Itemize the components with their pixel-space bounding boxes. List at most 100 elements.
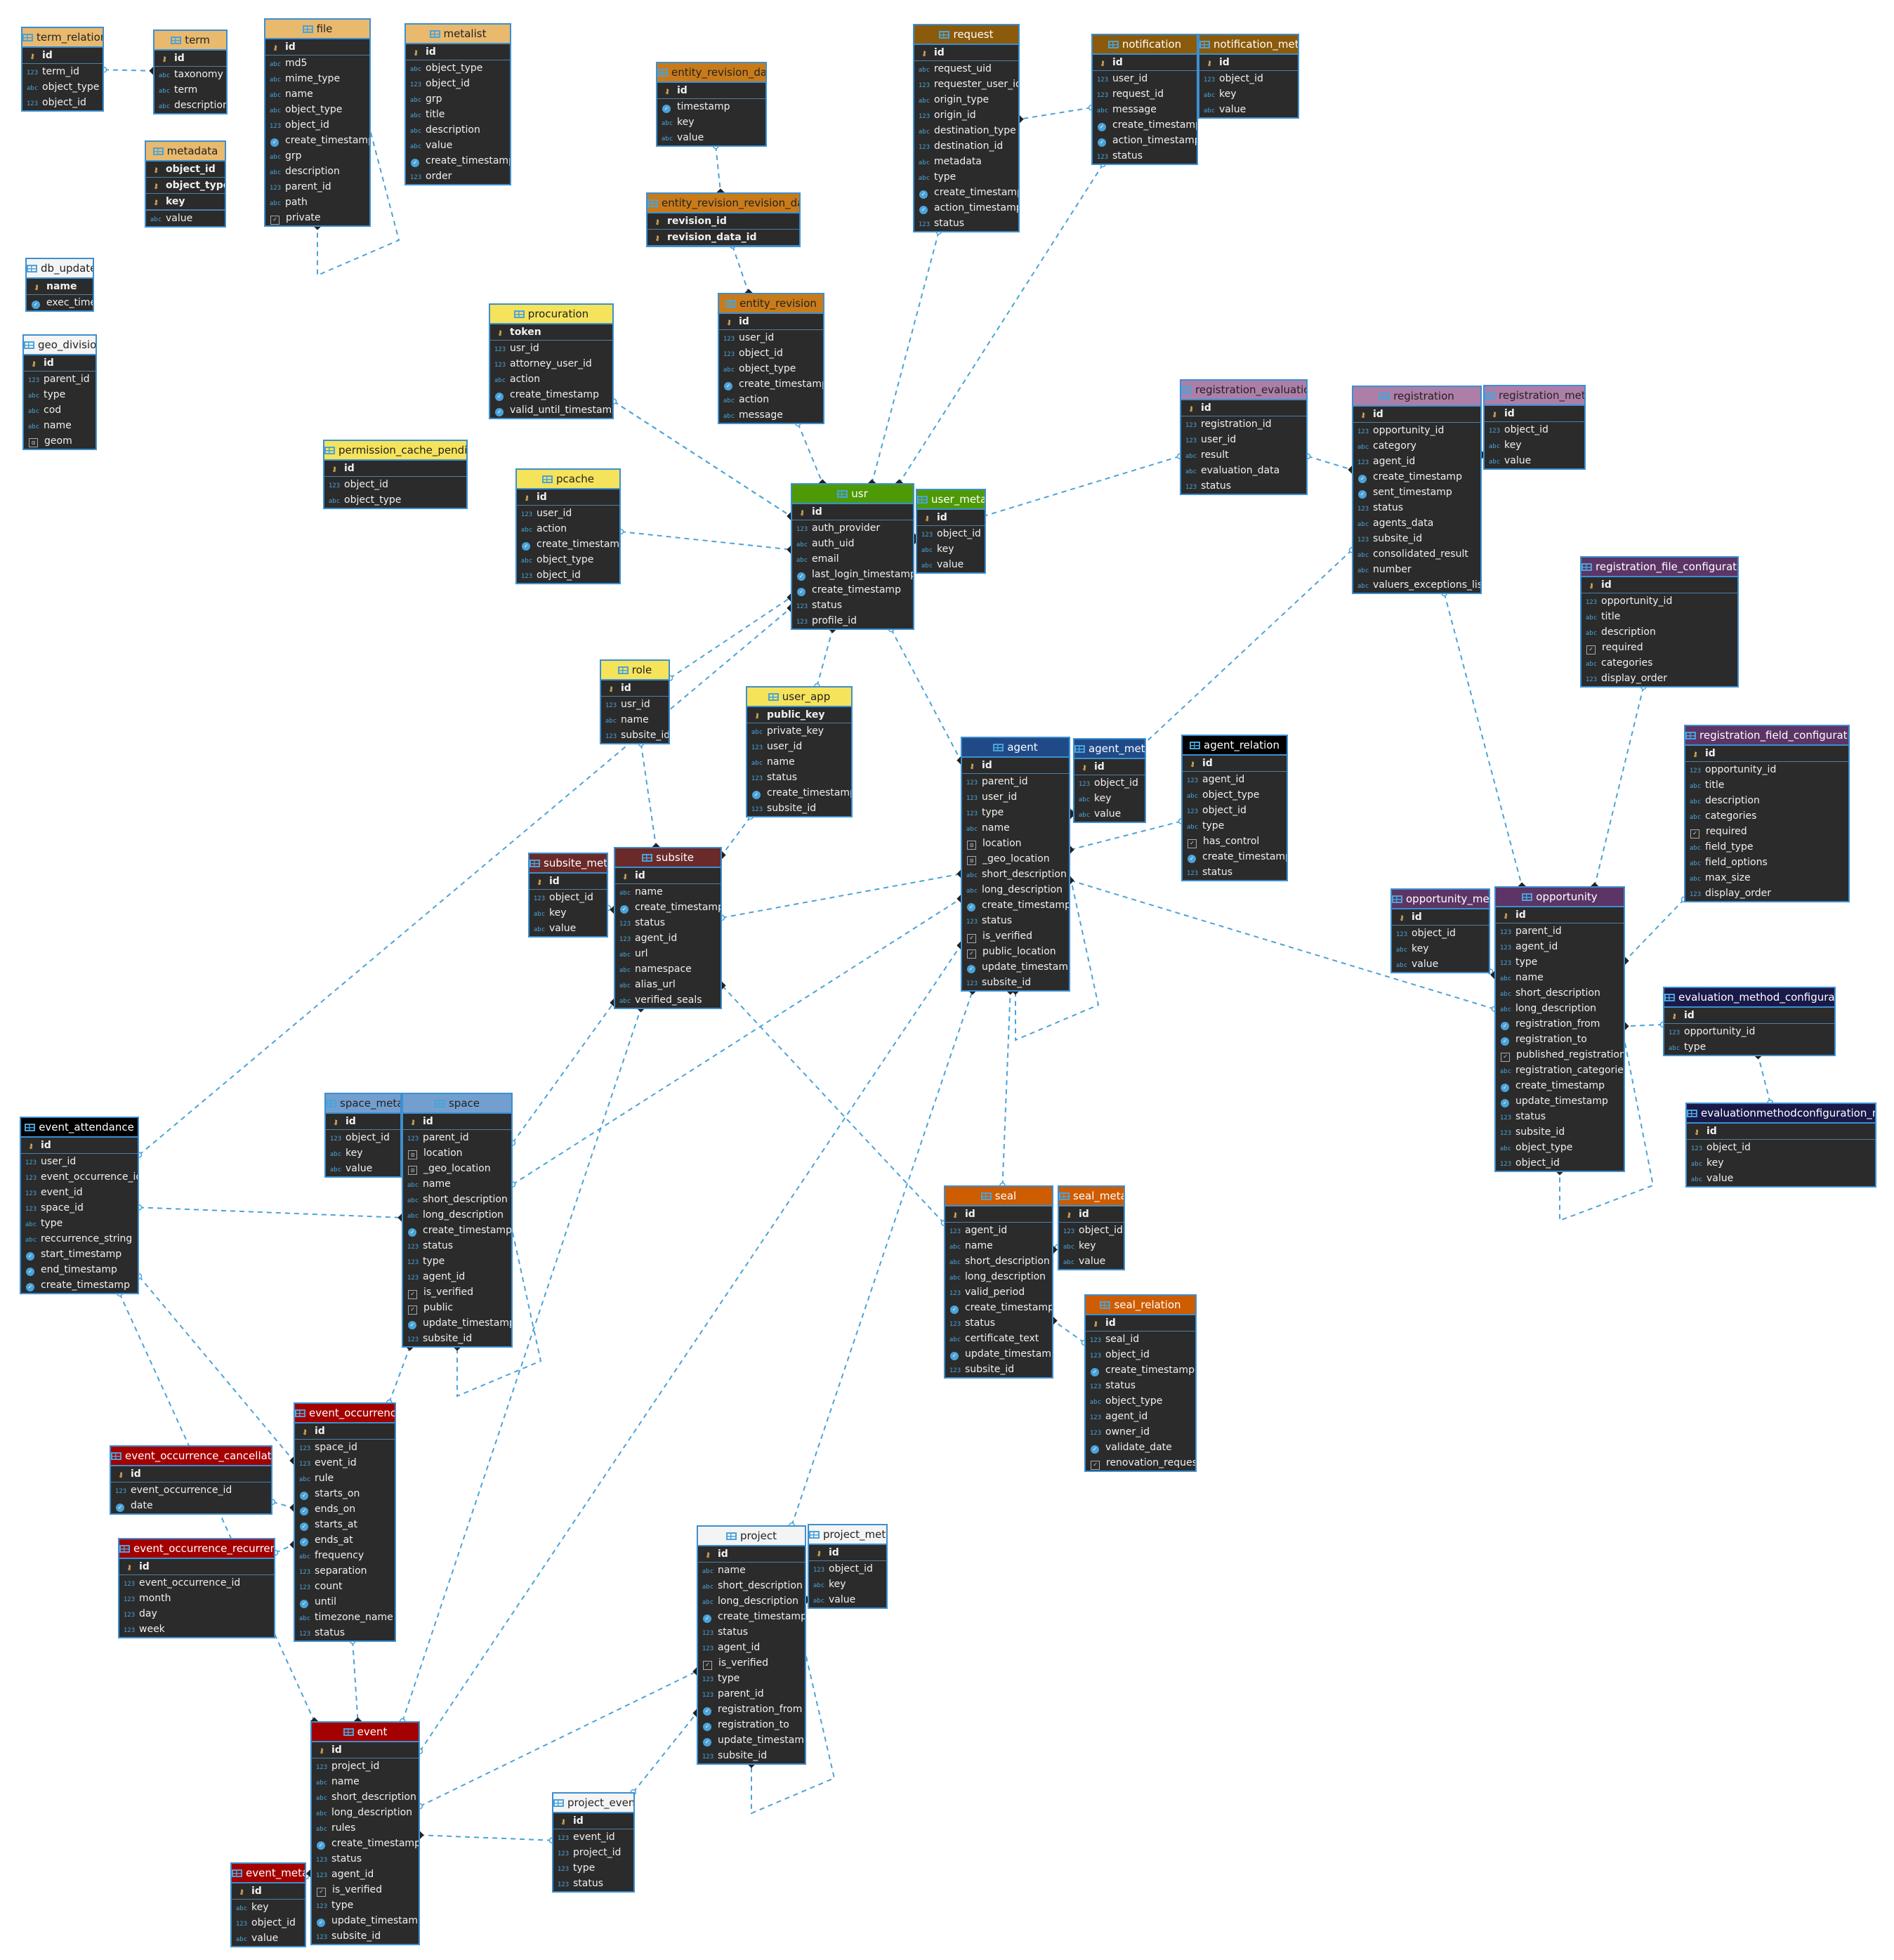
column-status[interactable]: 123 status (615, 915, 721, 930)
column-taxonomy[interactable]: abc taxonomy (154, 67, 226, 82)
column-object-type[interactable]: abc object_type (1183, 787, 1287, 803)
table-project[interactable]: project ⚷ id abc name abc short_description abc… (697, 1525, 806, 1765)
column-object-id[interactable]: 123 object_id (324, 477, 466, 492)
relation-line-project-to-project[interactable] (751, 1656, 836, 1815)
column-update-timestamp[interactable]: ✓ update_timestamp (945, 1346, 1052, 1362)
column-key[interactable]: abc key (1392, 941, 1489, 956)
column-type[interactable]: 123 type (553, 1860, 633, 1876)
column-sent-timestamp[interactable]: ✓ sent_timestamp (1353, 485, 1480, 500)
column-name[interactable]: abc name (615, 884, 721, 900)
column-description[interactable]: abc description (406, 122, 510, 138)
column-short-description[interactable]: abc short_description (945, 1254, 1052, 1269)
column-name[interactable]: abc name (312, 1774, 419, 1789)
column-description[interactable]: abc description (265, 164, 369, 179)
column-object-type[interactable]: abc object_type (1086, 1393, 1195, 1409)
column-subsite-id[interactable]: 123 subsite_id (1496, 1124, 1624, 1140)
column--geo-location[interactable]: ⊡ _geo_location (962, 851, 1069, 867)
column-id[interactable]: ⚷ id (154, 51, 226, 67)
column-user-id[interactable]: 123 user_id (1181, 432, 1306, 447)
column-object-id[interactable]: 123 object_id (22, 95, 103, 110)
column-id[interactable]: ⚷ id (1687, 1124, 1875, 1140)
table-notification-meta[interactable]: notification_meta ⚷ id 123 object_id abc key ab… (1198, 34, 1299, 119)
column-value[interactable]: abc value (917, 557, 985, 572)
column-create-timestamp[interactable]: ✓ create_timestamp (1353, 469, 1480, 485)
column-object-id[interactable]: 123 object_id (1183, 803, 1287, 818)
table-file[interactable]: file ⚷ id abc md5 abc mime_type abc name abc objec… (264, 18, 371, 227)
column-create-timestamp[interactable]: ✓ create_timestamp (517, 537, 619, 552)
column-destination-type[interactable]: abc destination_type (914, 123, 1018, 138)
column-revision-id[interactable]: ⚷ revision_id (647, 213, 799, 230)
column-short-description[interactable]: abc short_description (962, 867, 1069, 882)
column-subsite-id[interactable]: 123 subsite_id (747, 801, 851, 816)
column-subsite-id[interactable]: 123 subsite_id (312, 1928, 419, 1944)
column-object-type[interactable]: abc object_type (265, 102, 369, 117)
column-event-occurrence-id[interactable]: 123 event_occurrence_id (111, 1482, 271, 1498)
relation-line-agent-relation-to-agent[interactable] (1070, 820, 1182, 850)
relation-line-event-to-subsite[interactable] (402, 1008, 642, 1722)
column-object-id[interactable]: 123 object_id (1199, 71, 1298, 86)
column-status[interactable]: 123 status (1093, 148, 1197, 164)
column-key[interactable]: abc key (530, 905, 607, 921)
relation-line-notification-to-request[interactable] (1019, 107, 1092, 120)
table-seal-meta[interactable]: seal_meta ⚷ id 123 object_id abc key abc value (1058, 1185, 1125, 1270)
column-id[interactable]: ⚷ id (312, 1742, 419, 1758)
column-parent-id[interactable]: 123 parent_id (403, 1130, 511, 1145)
column-object-type[interactable]: abc object_type (517, 552, 619, 567)
column-subsite-id[interactable]: 123 subsite_id (945, 1362, 1052, 1377)
relation-line-space-to-agent[interactable] (512, 897, 961, 1185)
column-last-login-timestamp[interactable]: ✓ last_login_timestamp (792, 567, 913, 582)
relation-line-opportunity-to-agent[interactable] (1070, 879, 1495, 1010)
column-status[interactable]: 123 status (553, 1876, 633, 1891)
column-name[interactable]: abc name (265, 86, 369, 102)
table-subsite[interactable]: subsite ⚷ id abc name ✓ create_timestamp 123 sta… (614, 847, 722, 1009)
column-action[interactable]: abc action (490, 371, 612, 387)
column-object-id[interactable]: 123 object_id (917, 526, 985, 541)
column-key[interactable]: abc key (1687, 1155, 1875, 1171)
relation-line-entity-revision-data-to-entity-revision-revision-data[interactable] (715, 145, 722, 193)
table-procuration[interactable]: procuration ⚷ token 123 usr_id 123 attorney_us… (489, 303, 614, 419)
column-month[interactable]: 123 month (119, 1591, 274, 1606)
column-object-id[interactable]: 123 object_id (232, 1915, 305, 1931)
column-object-id[interactable]: 123 object_id (809, 1561, 886, 1577)
column-create-timestamp[interactable]: ✓ create_timestamp (1093, 117, 1197, 133)
column-create-timestamp[interactable]: ✓ create_timestamp (747, 785, 851, 801)
column-rules[interactable]: abc rules (312, 1820, 419, 1836)
column-value[interactable]: abc value (232, 1931, 305, 1946)
table-pcache[interactable]: pcache ⚷ id 123 user_id abc action ✓ create_time… (515, 468, 621, 584)
column-update-timestamp[interactable]: ✓ update_timestamp (962, 959, 1069, 975)
column-value[interactable]: abc value (1485, 453, 1584, 468)
column-opportunity-id[interactable]: 123 opportunity_id (1685, 762, 1848, 777)
column-status[interactable]: 123 status (403, 1238, 511, 1254)
column-user-id[interactable]: 123 user_id (21, 1154, 138, 1169)
column-create-timestamp[interactable]: ✓ create_timestamp (490, 387, 612, 402)
column-key[interactable]: abc key (1199, 86, 1298, 102)
column-starts-on[interactable]: ✓ starts_on (295, 1486, 395, 1501)
table-seal[interactable]: seal ⚷ id 123 agent_id abc name abc short_descri… (944, 1185, 1053, 1379)
column-token[interactable]: ⚷ token (490, 324, 612, 341)
column-registration-to[interactable]: ✓ registration_to (698, 1717, 805, 1732)
relation-line-event-to-project[interactable] (419, 1671, 697, 1807)
column-short-description[interactable]: abc short_description (698, 1578, 805, 1593)
column-start-timestamp[interactable]: ✓ start_timestamp (21, 1247, 138, 1262)
column-object-id[interactable]: 123 object_id (265, 117, 369, 133)
table-term-relation[interactable]: term_relation ⚷ id 123 term_id abc object_type… (21, 27, 104, 112)
table-registration-meta[interactable]: registration_meta ⚷ id 123 object_id abc key ab… (1483, 385, 1586, 470)
column-subsite-id[interactable]: 123 subsite_id (698, 1748, 805, 1763)
column-origin-id[interactable]: 123 origin_id (914, 107, 1018, 123)
column-end-timestamp[interactable]: ✓ end_timestamp (21, 1262, 138, 1277)
column-object-id[interactable]: 123 object_id (1485, 422, 1584, 438)
column-display-order[interactable]: 123 display_order (1685, 886, 1848, 901)
column-validate-date[interactable]: ✓ validate_date (1086, 1440, 1195, 1455)
relation-line-event-to-agent[interactable] (419, 945, 961, 1752)
column-value[interactable]: abc value (406, 138, 510, 153)
column-object-type[interactable]: abc object_type (719, 361, 823, 376)
table-registration-evaluation[interactable]: registration_evaluation ⚷ id 123 registratio… (1180, 379, 1308, 495)
column-user-id[interactable]: 123 user_id (962, 789, 1069, 805)
column-space-id[interactable]: 123 space_id (295, 1440, 395, 1455)
column-field-type[interactable]: abc field_type (1685, 839, 1848, 855)
column-cod[interactable]: abc cod (24, 402, 96, 418)
relation-line-space-to-space[interactable] (456, 1232, 542, 1397)
column-categories[interactable]: abc categories (1581, 655, 1737, 671)
column-grp[interactable]: abc grp (265, 148, 369, 164)
column-agent-id[interactable]: 123 agent_id (945, 1223, 1052, 1238)
